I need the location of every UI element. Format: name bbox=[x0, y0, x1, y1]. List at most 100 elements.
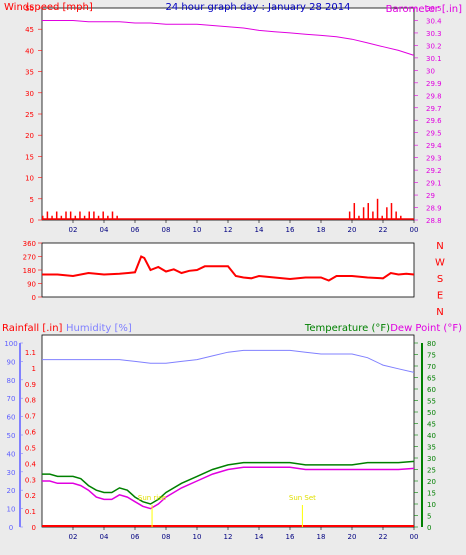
humidity-axis-title: Humidity [%] bbox=[66, 323, 132, 334]
wind-axis-tick-label: 5 bbox=[30, 196, 34, 204]
rain-axis-tick-label: 0.9 bbox=[25, 381, 36, 389]
temperature-line bbox=[42, 460, 415, 505]
panel3-x-tick-label: 12 bbox=[224, 533, 233, 541]
windspeed-bar bbox=[79, 211, 81, 220]
windspeed-bar bbox=[111, 211, 114, 220]
direction-axis-tick-label: 360 bbox=[23, 240, 36, 248]
temp-axis-tick-label: 15 bbox=[427, 490, 436, 498]
baro-axis-tick-label: 29.6 bbox=[426, 117, 442, 125]
humidity-line bbox=[42, 349, 415, 373]
wind-direction-plot-area bbox=[41, 242, 415, 298]
panel1-x-tick-label: 00 bbox=[410, 226, 419, 234]
temp-axis-tick-label: 70 bbox=[427, 363, 436, 371]
dew-point-line bbox=[42, 466, 415, 510]
temp-humidity-plot-area bbox=[41, 334, 415, 528]
temp-axis-tick-label: 5 bbox=[427, 513, 431, 521]
windspeed-bar bbox=[88, 211, 90, 220]
windspeed-bar bbox=[93, 211, 95, 220]
sunrise-label: Sun rise bbox=[138, 494, 166, 502]
temp-axis-tick-label: 45 bbox=[427, 421, 436, 429]
panel1-x-tick-label: 08 bbox=[162, 226, 171, 234]
rain-axis-tick-label: 0.3 bbox=[25, 476, 36, 484]
baro-axis-tick-label: 30.3 bbox=[426, 30, 442, 38]
panel1-x-tick-label: 16 bbox=[286, 226, 295, 234]
temp-axis-tick-label: 25 bbox=[427, 467, 436, 475]
barometer-axis-title: Barometer [.in] bbox=[386, 4, 462, 15]
wind-axis-tick-label: 35 bbox=[25, 69, 34, 77]
wind-direction-line bbox=[42, 255, 415, 282]
humidity-axis-tick-label: 80 bbox=[7, 377, 16, 385]
windspeed-axis-title: Windspeed [mph] bbox=[4, 2, 93, 13]
wind-axis-tick-label: 45 bbox=[25, 26, 34, 34]
baro-axis-tick-label: 29.9 bbox=[426, 80, 442, 88]
compass-label: S bbox=[437, 274, 443, 285]
rain-axis-tick-label: 0.6 bbox=[25, 429, 37, 437]
wind-axis-tick-label: 15 bbox=[25, 153, 34, 161]
chart-title: 24 hour graph day : January 28 2014 bbox=[166, 2, 351, 13]
rain-axis-tick-label: 0.5 bbox=[25, 444, 36, 452]
compass-label: E bbox=[437, 291, 443, 302]
windspeed-bar bbox=[386, 207, 388, 220]
temp-axis-tick-label: 75 bbox=[427, 352, 436, 360]
rain-axis-tick-label: 1.1 bbox=[25, 349, 36, 357]
baro-axis-tick-label: 29.4 bbox=[426, 142, 442, 150]
temp-axis-tick-label: 20 bbox=[427, 478, 436, 486]
humidity-axis-tick-label: 50 bbox=[7, 432, 16, 440]
rain-axis-tick-label: 1 bbox=[32, 365, 36, 373]
temp-axis-tick-label: 65 bbox=[427, 375, 436, 383]
windspeed-bar bbox=[367, 203, 369, 220]
panel1-x-tick-label: 04 bbox=[100, 226, 109, 234]
humidity-axis-tick-label: 40 bbox=[7, 450, 16, 458]
windspeed-bar bbox=[97, 215, 100, 220]
panel3-x-tick-label: 16 bbox=[286, 533, 295, 541]
baro-axis-tick-label: 29.2 bbox=[426, 167, 442, 175]
barometer-line bbox=[42, 20, 415, 56]
wind-axis-tick-label: 20 bbox=[25, 132, 34, 140]
panel1-x-tick-label: 22 bbox=[379, 226, 388, 234]
humidity-axis-tick-label: 90 bbox=[7, 358, 16, 366]
windspeed-bar bbox=[65, 211, 67, 220]
baro-axis-tick-label: 30.2 bbox=[426, 42, 442, 50]
temp-axis-tick-label: 0 bbox=[427, 524, 431, 532]
temp-axis-tick-label: 35 bbox=[427, 444, 436, 452]
rain-axis-tick-label: 0.4 bbox=[25, 460, 37, 468]
windspeed-bar bbox=[390, 203, 393, 220]
baro-axis-tick-label: 30.5 bbox=[426, 5, 442, 13]
panel3-x-tick-label: 06 bbox=[131, 533, 140, 541]
rainfall-axis-title: Rainfall [.in] bbox=[2, 323, 63, 334]
windspeed-bar bbox=[51, 215, 53, 220]
compass-label: N bbox=[436, 241, 443, 252]
windspeed-bar bbox=[46, 211, 49, 220]
compass-label: N bbox=[436, 307, 443, 318]
direction-axis-tick-label: 180 bbox=[23, 267, 36, 275]
panel3-x-tick-label: 18 bbox=[317, 533, 326, 541]
windspeed-bar bbox=[381, 215, 383, 220]
humidity-axis-tick-label: 60 bbox=[7, 414, 16, 422]
baro-axis-tick-label: 29.1 bbox=[426, 180, 442, 188]
wind-axis-tick-label: 25 bbox=[25, 111, 34, 119]
humidity-axis-tick-label: 10 bbox=[7, 506, 16, 514]
temp-axis-tick-label: 10 bbox=[427, 501, 436, 509]
wind-axis-tick-label: 10 bbox=[25, 175, 34, 183]
temp-axis-tick-label: 40 bbox=[427, 432, 436, 440]
wind-axis-tick-label: 0 bbox=[30, 217, 34, 225]
windspeed-bar bbox=[376, 198, 379, 220]
baro-axis-tick-label: 30 bbox=[426, 67, 435, 75]
panel3-x-tick-label: 10 bbox=[193, 533, 202, 541]
humidity-axis-tick-label: 20 bbox=[7, 487, 16, 495]
direction-axis-tick-label: 0 bbox=[32, 294, 36, 302]
windspeed-bar bbox=[353, 203, 356, 220]
direction-axis-tick-label: 90 bbox=[27, 281, 36, 289]
temperature-axis-title: Temperature (°F) bbox=[304, 323, 390, 334]
rain-axis-tick-label: 0 bbox=[32, 524, 36, 532]
windspeed-bar bbox=[348, 211, 351, 220]
panel1-x-tick-label: 10 bbox=[193, 226, 202, 234]
baro-axis-tick-label: 30.1 bbox=[426, 55, 442, 63]
panel3-x-tick-label: 14 bbox=[255, 533, 264, 541]
humidity-axis-tick-label: 100 bbox=[4, 340, 17, 348]
panel1-x-tick-label: 14 bbox=[255, 226, 264, 234]
rain-axis-tick-label: 0.7 bbox=[25, 413, 36, 421]
baro-axis-tick-label: 29.7 bbox=[426, 105, 442, 113]
wind-axis-tick-label: 50 bbox=[25, 5, 34, 13]
